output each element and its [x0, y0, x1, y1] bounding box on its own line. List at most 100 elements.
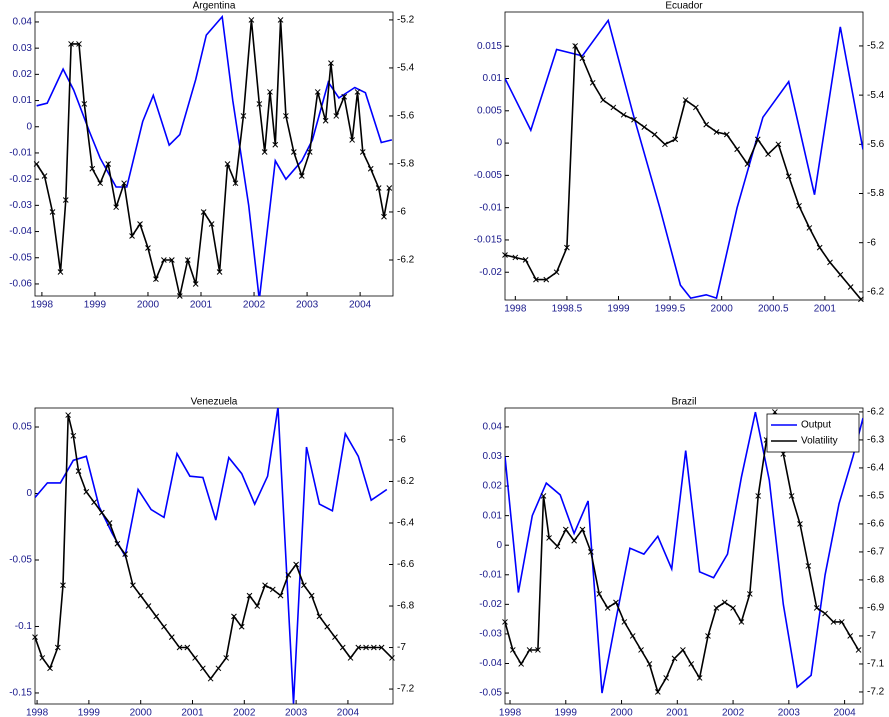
x-tick-label: 2000.5 — [758, 304, 789, 315]
marker — [723, 131, 730, 138]
y2-tick-label: -6.2 — [397, 476, 415, 487]
marker — [200, 209, 207, 215]
y-tick-label: 0.01 — [13, 95, 33, 106]
marker — [386, 185, 393, 191]
marker — [796, 202, 802, 209]
marker — [272, 141, 279, 148]
marker — [354, 89, 361, 95]
y2-tick-label: -7 — [397, 642, 406, 653]
marker — [579, 526, 586, 533]
y2-tick-label: -6 — [397, 207, 406, 218]
y-tick-label: -0.02 — [479, 267, 502, 278]
marker — [33, 161, 40, 167]
panel-title: Venezuela — [191, 397, 238, 408]
y-tick-label: 0.04 — [483, 422, 503, 433]
marker — [153, 276, 159, 283]
marker — [546, 535, 552, 541]
y2-tick-label: -5.8 — [397, 159, 415, 170]
y2-tick-label: -6.8 — [867, 575, 885, 586]
marker — [83, 489, 90, 495]
marker — [535, 647, 541, 653]
y-tick-label: 0.01 — [483, 73, 503, 84]
marker — [254, 603, 261, 609]
marker — [855, 647, 862, 653]
y-tick-label: -0.01 — [479, 202, 502, 213]
marker — [97, 180, 104, 187]
marker — [662, 141, 668, 148]
marker — [610, 104, 617, 111]
marker — [721, 599, 728, 606]
x-tick-label: 2003 — [778, 708, 801, 717]
marker — [571, 537, 577, 544]
y2-tick-label: -6.2 — [867, 287, 885, 298]
marker — [596, 591, 603, 597]
marker — [638, 647, 644, 653]
marker — [512, 254, 519, 261]
marker — [200, 665, 206, 672]
y-tick-label: 0.01 — [483, 510, 503, 521]
y-tick-label: 0 — [26, 121, 32, 132]
marker — [509, 647, 516, 653]
marker — [838, 619, 845, 625]
x-tick-label: 2000 — [610, 708, 633, 717]
y2-tick-label: -6.5 — [867, 491, 885, 502]
y-tick-label: -0.01 — [479, 569, 502, 580]
marker — [262, 582, 268, 589]
y-tick-label: 0.03 — [483, 451, 503, 462]
marker — [301, 582, 307, 589]
plot-area — [34, 11, 394, 297]
marker — [130, 582, 136, 589]
marker — [341, 93, 348, 100]
marker — [224, 161, 231, 167]
marker — [533, 276, 539, 283]
y-tick-label: -0.06 — [9, 279, 32, 290]
marker — [672, 136, 679, 143]
x-tick-label: 2003 — [285, 708, 308, 717]
y-tick-label: -0.015 — [474, 235, 503, 246]
x-tick-label: 1999 — [607, 304, 630, 315]
marker — [703, 121, 710, 128]
marker — [306, 149, 313, 155]
marker — [184, 644, 191, 651]
marker — [248, 17, 255, 23]
y-tick-label: 0.02 — [13, 69, 33, 80]
marker — [269, 586, 276, 593]
marker — [693, 104, 699, 111]
panel: Venezuela 1998 1999 2000 2001 2002 2003 2004 0.0… — [9, 397, 414, 717]
marker — [70, 432, 77, 439]
marker — [47, 665, 53, 672]
marker — [168, 257, 175, 263]
marker — [290, 149, 297, 155]
marker — [554, 543, 561, 550]
marker — [137, 221, 143, 227]
panel: Ecuador 1998 1998.5 1999 1999.5 2000 2000.5 200… — [474, 1, 885, 315]
marker — [153, 613, 160, 620]
marker — [129, 233, 135, 239]
marker — [713, 605, 720, 611]
marker — [837, 271, 844, 278]
y2-tick-label: -6.6 — [867, 519, 885, 530]
x-tick-label: 2000 — [130, 708, 153, 717]
marker — [322, 117, 329, 124]
marker — [651, 131, 658, 138]
y-tick-label: -0.02 — [9, 174, 32, 185]
marker — [613, 599, 619, 606]
marker — [754, 136, 761, 143]
marker — [114, 540, 121, 547]
marker — [543, 276, 550, 283]
marker — [775, 141, 782, 148]
marker — [858, 296, 864, 303]
y2-tick-label: -5.6 — [397, 111, 415, 122]
x-tick-label: 2004 — [833, 708, 856, 717]
marker — [246, 592, 253, 599]
marker — [631, 116, 637, 123]
x-tick-label: 1999 — [555, 708, 578, 717]
x-tick-label: 2001 — [190, 300, 213, 311]
marker — [730, 605, 736, 611]
panel-title: Argentina — [193, 1, 236, 12]
series-line — [505, 411, 863, 694]
marker — [314, 89, 321, 95]
marker — [54, 644, 61, 651]
marker — [62, 197, 69, 203]
marker — [797, 521, 803, 527]
